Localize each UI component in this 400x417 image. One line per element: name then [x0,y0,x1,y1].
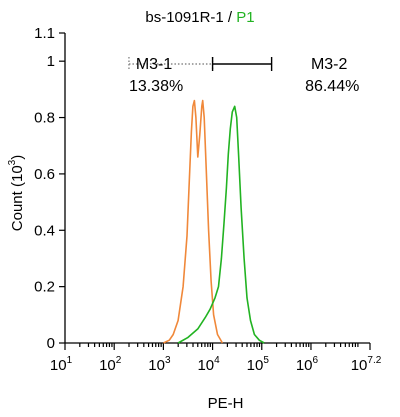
gate-m3-1: M3-1 13.38% [128,56,214,95]
gate-name-label: M3-2 [311,56,348,73]
gate-name-label: M3-1 [136,56,173,73]
plot-axes [64,33,370,344]
y-axis-label: Count (103) [7,155,26,231]
title-gate-name: P1 [236,9,254,26]
x-tick-label: 107.2 [351,355,382,374]
y-tick-label: 1.1 [34,25,55,42]
y-tick-label: 1 [47,53,55,70]
gate-m3-2: M3-2 86.44% [211,56,359,95]
chart-title: bs-1091R-1 / P1 [145,9,254,26]
chart-title-text: bs-1091R-1 / P1 [145,9,254,26]
y-tick-label: 0.4 [34,222,55,239]
y-tick-label: 0 [47,335,55,352]
axis-labels: PE-H Count (103) [7,155,243,412]
x-tick-label: 103 [148,355,171,374]
histogram-series-2 [177,105,265,344]
x-tick-label: 106 [296,355,319,374]
title-sample-name: bs-1091R-1 / [145,9,236,26]
gate-percent-label: 86.44% [305,78,359,95]
histogram-series [163,99,265,344]
x-axis-label: PE-H [208,395,244,412]
histogram-series-1 [163,99,224,344]
x-tick-label: 101 [50,355,73,374]
x-tick-label: 102 [99,355,122,374]
gate-markers: M3-1 13.38% M3-2 86.44% [128,56,359,95]
x-tick-label: 105 [247,355,270,374]
y-tick-label: 0.8 [34,110,55,127]
y-axis-ticks: 0 0.2 0.4 0.6 0.8 1 1.1 [34,25,65,352]
x-axis-ticks: 101 102 103 104 105 106 107.2 [50,343,382,374]
x-tick-label: 104 [197,355,220,374]
gate-percent-label: 13.38% [129,78,183,95]
y-tick-label: 0.6 [34,166,55,183]
y-tick-label: 0.2 [34,279,55,296]
